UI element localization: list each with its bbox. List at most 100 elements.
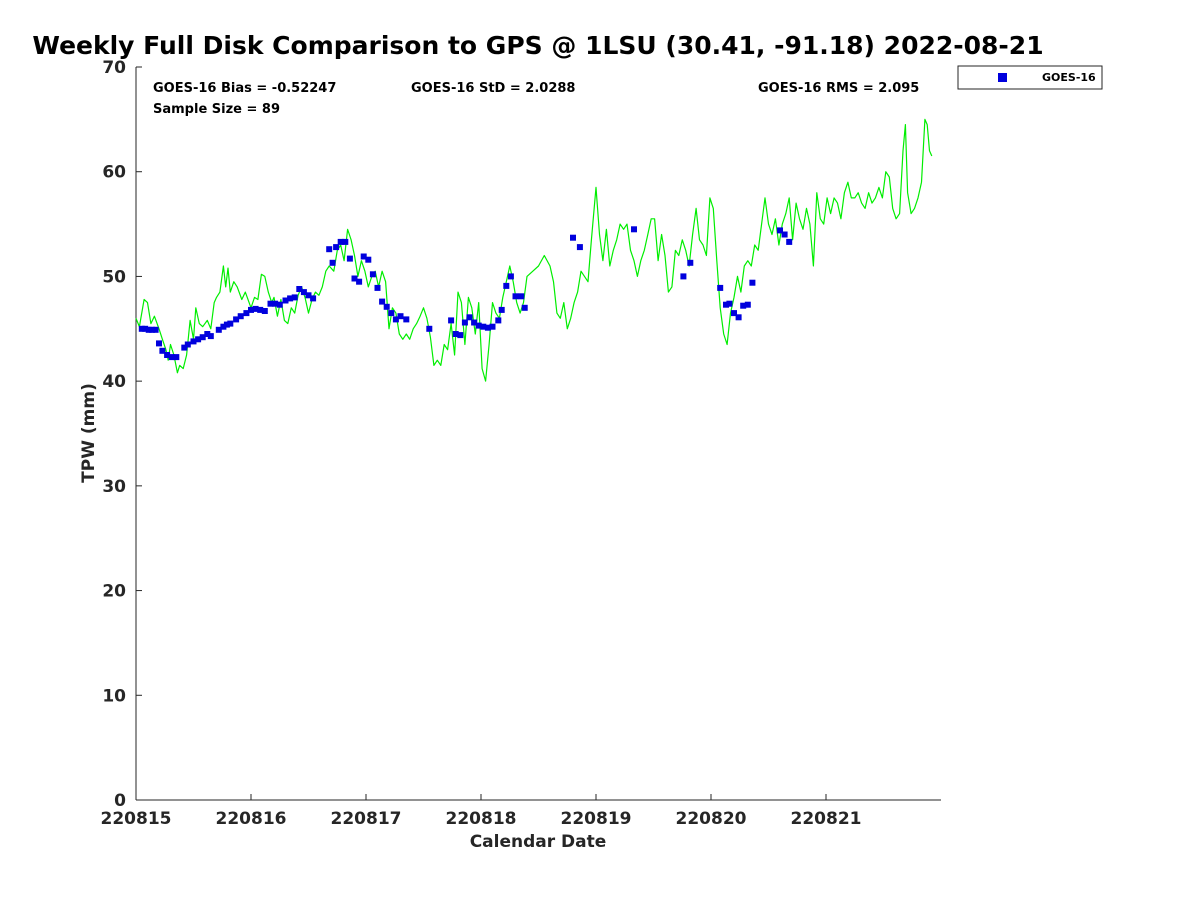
goes-16-point [267, 300, 274, 307]
gps-series [135, 118, 933, 382]
goes-16-point [159, 347, 166, 354]
goes-16-point [369, 271, 376, 278]
axes [135, 67, 941, 801]
goes-16-point [723, 301, 729, 308]
goes-16-point [461, 319, 468, 326]
goes-16-point [173, 354, 180, 361]
goes-16-point [457, 332, 464, 339]
goes-16-point [426, 325, 433, 332]
goes-16-point [360, 253, 367, 260]
goes-16-point [326, 246, 333, 253]
goes-16-point [397, 313, 404, 320]
x-axis-label: Calendar Date [470, 832, 607, 852]
goes-16-point [388, 310, 395, 317]
x-tick-label: 220821 [791, 809, 862, 829]
goes-16-point [272, 300, 279, 307]
goes-16-point [495, 317, 502, 324]
goes-16-point [237, 313, 244, 320]
goes-16-point [152, 326, 159, 333]
y-tick-label: 50 [102, 267, 126, 287]
y-ticks: 0 10 20 30 40 50 60 70 [102, 58, 142, 811]
x-ticks: 220815 220816 220817 220818 220819 220820 2208… [101, 794, 862, 829]
goes-16-point [392, 316, 399, 323]
goes-16-point [379, 298, 386, 305]
goes-16-point [735, 314, 742, 321]
goes-16-point [777, 227, 783, 234]
goes-16-point [744, 301, 751, 308]
chart-title: Weekly Full Disk Comparison to GPS @ 1LS… [32, 31, 1043, 60]
goes-16-point [570, 234, 576, 241]
y-tick-label: 60 [102, 163, 126, 183]
goes-16-point [374, 284, 381, 291]
goes-16-point [282, 297, 289, 304]
legend-label-goes-16: GOES-16 [1042, 71, 1096, 84]
goes-16-point [333, 244, 340, 251]
goes-16-point [184, 341, 191, 348]
goes-16-point [781, 231, 788, 238]
y-tick-label: 0 [114, 791, 126, 811]
gps-line [135, 118, 933, 382]
goes-16-point [403, 316, 410, 323]
legend: GOES-16 [957, 65, 1103, 90]
std-stat: GOES-16 StD = 2.0288 [411, 81, 575, 96]
goes-16-point [233, 316, 240, 323]
y-tick-label: 20 [102, 582, 126, 602]
goes-16-point [448, 317, 455, 324]
goes-16-point [291, 294, 298, 301]
y-axis-label: TPW (mm) [79, 383, 99, 483]
legend-marker-goes-16 [998, 73, 1007, 82]
goes-16-point [512, 293, 519, 300]
goes-16-point [342, 238, 349, 245]
goes-16-point [248, 306, 254, 313]
goes-16-point [475, 322, 482, 329]
goes-16-point [168, 354, 175, 361]
goes-16-point [383, 303, 390, 310]
goes-16-point [480, 323, 487, 330]
goes-16-point [466, 314, 473, 321]
goes-16-point [452, 331, 459, 337]
goes-16-point [471, 319, 478, 326]
goes-16-point [199, 334, 206, 341]
goes-16-point [631, 226, 637, 233]
goes-16-point [257, 306, 264, 313]
goes-16-point [296, 286, 303, 292]
goes-16-point [356, 278, 363, 285]
goes-16-point [207, 333, 214, 340]
legend-box [957, 65, 1103, 90]
goes-16-point [503, 282, 510, 289]
goes-16-point [227, 320, 234, 327]
goes-16-point [731, 310, 737, 317]
goes-16-point [204, 331, 211, 337]
goes-16-series [138, 226, 793, 361]
goes-16-point [305, 292, 312, 299]
x-tick-label: 220816 [216, 809, 287, 829]
x-tick-label: 220817 [331, 809, 402, 829]
goes-16-point [156, 340, 162, 347]
x-tick-label: 220819 [561, 809, 632, 829]
goes-16-point [223, 321, 230, 328]
goes-16-point [243, 310, 250, 317]
goes-16-point [215, 326, 222, 333]
goes-16-point [329, 259, 336, 266]
goes-16-point [351, 275, 358, 282]
goes-16-point [726, 300, 733, 307]
goes-16-point [346, 255, 353, 262]
goes-16-point [190, 338, 197, 345]
goes-16-point [220, 323, 227, 330]
y-tick-label: 10 [102, 686, 126, 706]
goes-16-point [576, 244, 583, 251]
goes-16-point [498, 306, 505, 313]
goes-16-point [138, 325, 145, 332]
goes-16-point [680, 273, 687, 280]
goes-16-point [287, 295, 294, 302]
goes-16-point [489, 323, 496, 330]
x-tick-label: 220820 [676, 809, 747, 829]
y-tick-label: 70 [102, 58, 126, 78]
goes-16-point [740, 302, 747, 309]
y-tick-label: 40 [102, 372, 126, 392]
goes-16-point [507, 273, 514, 280]
goes-16-point [276, 301, 283, 308]
goes-16-point [786, 238, 793, 245]
sample-size-stat: Sample Size = 89 [153, 102, 280, 117]
goes-16-point [252, 305, 259, 312]
